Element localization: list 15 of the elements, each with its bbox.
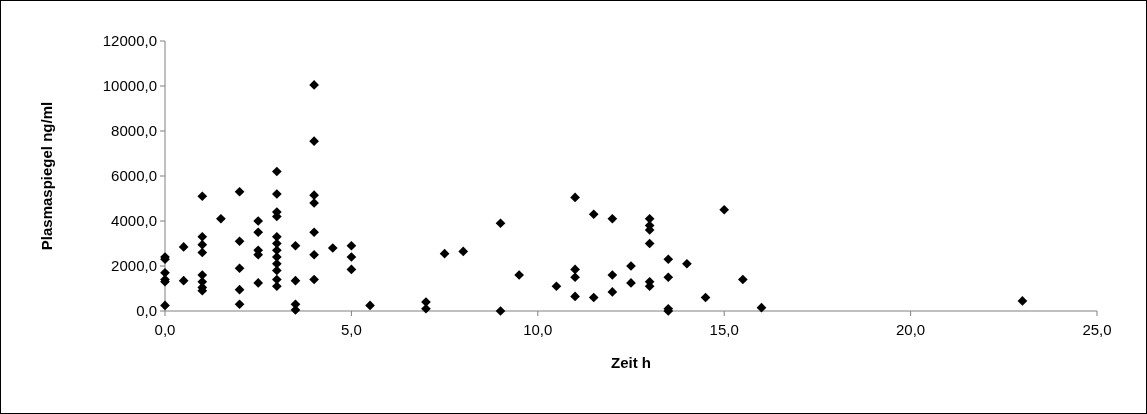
x-tick-label: 20,0 [896, 321, 926, 338]
y-tick-label: 2000,0 [111, 257, 157, 275]
x-tick-label: 0,0 [154, 321, 176, 338]
x-axis-title: Zeit h [611, 354, 651, 371]
y-tick-label: 4000,0 [111, 212, 157, 230]
y-tick-label: 10000,0 [102, 77, 157, 95]
x-tick-label: 25,0 [1082, 321, 1112, 338]
y-tick-label: 8000,0 [111, 122, 157, 140]
x-tick-label: 10,0 [523, 321, 553, 338]
x-tick-label: 5,0 [340, 321, 362, 338]
x-tick-label: 15,0 [709, 321, 739, 338]
y-tick-label: 6000,0 [111, 167, 157, 185]
y-tick-label: 0,0 [136, 302, 157, 320]
y-axis-title: Plasmaspiegel ng/ml [38, 101, 55, 251]
y-tick-label: 12000,0 [102, 32, 157, 50]
